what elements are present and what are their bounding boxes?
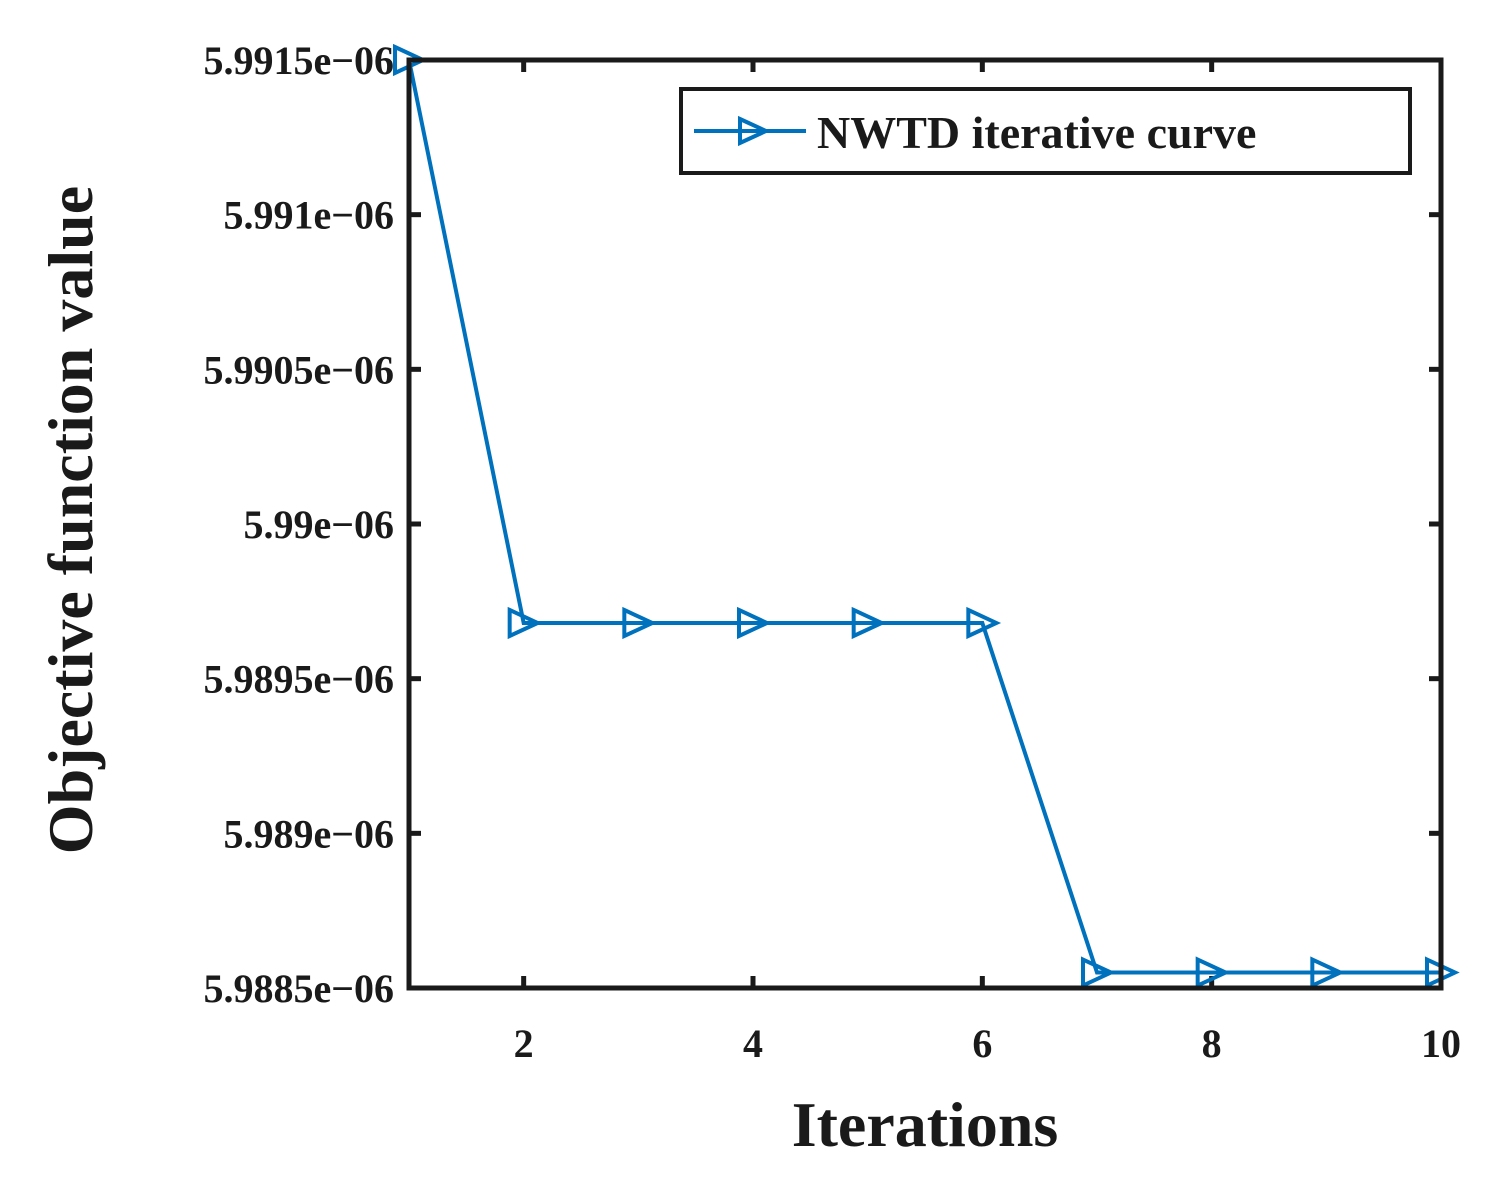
legend: NWTD iterative curve — [679, 87, 1412, 175]
x-tick-label: 10 — [1421, 1021, 1461, 1066]
y-tick-labels: 5.9885e−06 5.989e−06 5.9895e−06 5.99e−06 5.9… — [203, 38, 394, 1011]
data-point-marker — [1081, 956, 1116, 989]
x-tick-labels: 2 4 6 8 10 — [514, 1021, 1461, 1066]
plot-area-frame — [406, 57, 1444, 991]
data-point-marker — [1310, 956, 1346, 989]
y-tick-label: 5.9915e−06 — [203, 38, 394, 83]
y-axis-label: Objective function value — [35, 186, 106, 854]
x-tick-label: 2 — [514, 1021, 534, 1066]
legend-label: NWTD iterative curve — [817, 107, 1256, 158]
data-point-marker — [737, 606, 772, 640]
x-tick-label: 6 — [972, 1021, 992, 1066]
x-tick-label: 8 — [1202, 1021, 1222, 1066]
x-tick-label: 4 — [743, 1021, 763, 1066]
ticks-layer — [409, 57, 1444, 991]
y-tick-label: 5.9895e−06 — [203, 657, 394, 702]
series-line — [407, 59, 1441, 975]
data-point-marker — [851, 606, 887, 640]
data-point-marker — [507, 606, 543, 640]
x-axis-label: Iterations — [792, 1089, 1059, 1160]
y-tick-label: 5.9905e−06 — [203, 347, 394, 392]
data-point-marker — [966, 606, 1002, 640]
y-tick-label: 5.991e−06 — [223, 193, 394, 238]
y-tick-label: 5.99e−06 — [243, 502, 394, 547]
y-tick-label: 5.989e−06 — [223, 811, 394, 856]
data-point-marker — [622, 606, 658, 640]
legend-marker-sample — [738, 115, 771, 147]
y-tick-label: 5.9885e−06 — [203, 966, 394, 1011]
data-point-marker — [1195, 956, 1231, 989]
series-layer — [393, 43, 1460, 989]
